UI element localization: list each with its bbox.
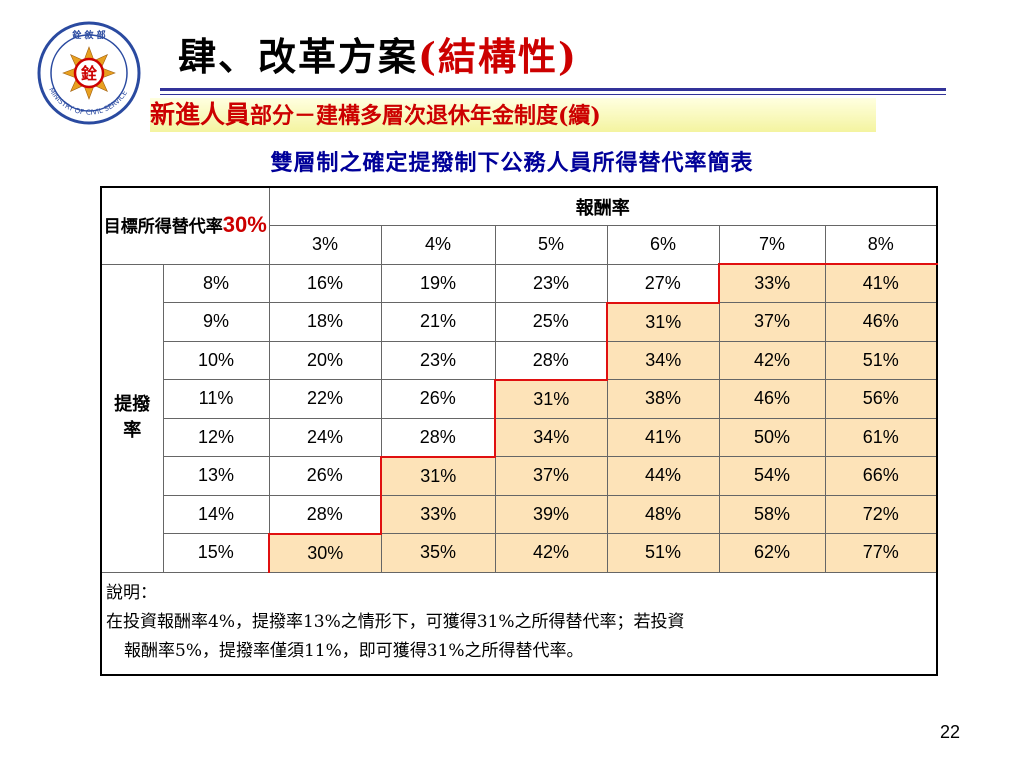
- pay-rate-cell: 5%: [494, 225, 608, 265]
- table-row: 11% 22% 26% 31% 38% 46% 56%: [101, 378, 938, 419]
- value-cell: 56%: [824, 379, 938, 419]
- value-cell: 37%: [718, 302, 826, 342]
- value-cell: 54%: [718, 456, 826, 496]
- value-cell: 42%: [494, 533, 608, 573]
- table-row: 提撥率 8% 16% 19% 23% 27% 33% 41%: [100, 263, 938, 573]
- seal-character: 銓: [81, 64, 97, 83]
- target-rate-value: 30%: [222, 211, 267, 237]
- pay-rate-header: 報酬率: [268, 186, 938, 226]
- note-row: 說明： 在投資報酬率4%，提撥率13%之情形下，可獲得31%之所得替代率；若投資…: [100, 571, 938, 675]
- contribution-rate-cell: 15%: [162, 533, 270, 573]
- value-cell: 41%: [606, 417, 720, 457]
- value-cell: 25%: [494, 302, 608, 342]
- table-row: 13% 26% 31% 37% 44% 54% 66%: [101, 455, 938, 496]
- value-cell: 50%: [718, 417, 826, 457]
- value-cell: 26%: [380, 379, 496, 419]
- value-cell: 46%: [824, 302, 938, 342]
- value-cell: 39%: [494, 494, 608, 534]
- title-main: 肆、改革方案: [178, 34, 419, 79]
- page-number: 22: [940, 722, 961, 742]
- slide-subtitle: 新進人員部分－建構多層次退休年金制度(續): [150, 98, 876, 132]
- value-cell: 41%: [824, 263, 938, 303]
- value-cell: 33%: [380, 494, 496, 534]
- pay-rate-cell: 3%: [268, 225, 382, 265]
- value-cell: 77%: [824, 533, 938, 573]
- value-cell: 66%: [824, 456, 938, 496]
- pay-rate-cell: 7%: [718, 225, 826, 265]
- value-cell: 28%: [268, 494, 382, 534]
- slide-title: 肆、改革方案(結構性): [178, 26, 578, 81]
- value-cell: 22%: [268, 379, 382, 419]
- value-cell: 34%: [494, 417, 608, 457]
- note-line-2: 報酬率5%，提撥率僅須11%，即可獲得31%之所得替代率。: [124, 640, 584, 661]
- value-cell: 16%: [268, 263, 382, 303]
- value-cell: 27%: [606, 263, 720, 303]
- contribution-label: 提撥率: [100, 263, 164, 573]
- note-title: 說明：: [106, 582, 157, 603]
- value-cell: 28%: [494, 340, 608, 380]
- value-cell: 19%: [380, 263, 496, 303]
- subtitle-rest: 部分－建構多層次退休年金制度(續): [250, 103, 601, 129]
- value-cell: 35%: [380, 533, 496, 573]
- contribution-rate-cell: 10%: [162, 340, 270, 380]
- value-cell: 33%: [718, 263, 826, 303]
- pay-rate-cell: 8%: [824, 225, 938, 265]
- title-paren: (結構性): [418, 34, 578, 79]
- value-cell: 31%: [494, 378, 608, 419]
- value-cell: 24%: [268, 417, 382, 457]
- contribution-rate-cell: 13%: [162, 456, 270, 496]
- value-cell: 61%: [824, 417, 938, 457]
- value-cell: 31%: [606, 301, 720, 342]
- contribution-rate-cell: 11%: [162, 379, 270, 419]
- value-cell: 58%: [718, 494, 826, 534]
- value-cell: 48%: [606, 494, 720, 534]
- contribution-rate-cell: 12%: [162, 417, 270, 457]
- table-row: 15% 30% 35% 42% 51% 62% 77%: [101, 532, 938, 573]
- value-cell: 28%: [380, 417, 496, 457]
- subtitle-highlight: 新進人員: [150, 100, 251, 129]
- value-cell: 23%: [494, 263, 608, 303]
- contribution-rate-cell: 14%: [162, 494, 270, 534]
- value-cell: 18%: [268, 302, 382, 342]
- target-rate-label: 目標所得替代率: [103, 216, 223, 237]
- table-caption: 雙層制之確定提撥制下公務人員所得替代率簡表: [270, 150, 754, 176]
- value-cell: 23%: [380, 340, 496, 380]
- ministry-seal-icon: 銓 銓 敘 部 MINISTRY OF CIVIL SERVICE: [37, 21, 141, 125]
- value-cell: 44%: [606, 456, 720, 496]
- value-cell: 34%: [606, 340, 720, 380]
- value-cell: 21%: [380, 302, 496, 342]
- table-note: 說明： 在投資報酬率4%，提撥率13%之情形下，可獲得31%之所得替代率；若投資…: [100, 571, 938, 675]
- seal-top-text: 銓 敘 部: [72, 29, 105, 41]
- contribution-rate-cell: 9%: [162, 302, 270, 342]
- value-cell: 30%: [268, 532, 382, 573]
- target-rate-cell: 目標所得替代率30%: [100, 186, 270, 265]
- value-cell: 38%: [606, 379, 720, 419]
- value-cell: 31%: [380, 455, 496, 496]
- value-cell: 26%: [268, 456, 382, 496]
- table-row: 14% 28% 33% 39% 48% 58% 72%: [101, 494, 938, 534]
- replacement-rate-table: 目標所得替代率30% 報酬率 3% 4% 5% 6% 7% 8% 提撥率 8% …: [100, 186, 939, 676]
- table-header-row: 目標所得替代率30% 報酬率: [100, 186, 938, 265]
- table-row: 12% 24% 28% 34% 41% 50% 61%: [101, 417, 938, 457]
- value-cell: 37%: [494, 456, 608, 496]
- value-cell: 42%: [718, 340, 826, 380]
- table-row: 10% 20% 23% 28% 34% 42% 51%: [101, 340, 938, 380]
- pay-rate-cell: 6%: [606, 225, 720, 265]
- contribution-rate-cell: 8%: [162, 263, 270, 303]
- pay-rate-cell: 4%: [380, 225, 496, 265]
- value-cell: 72%: [824, 494, 938, 534]
- ministry-seal-logo: 銓 銓 敘 部 MINISTRY OF CIVIL SERVICE: [34, 18, 144, 128]
- value-cell: 51%: [824, 340, 938, 380]
- title-rule-thin: [160, 94, 946, 95]
- value-cell: 20%: [268, 340, 382, 380]
- value-cell: 46%: [718, 379, 826, 419]
- note-line-1: 在投資報酬率4%，提撥率13%之情形下，可獲得31%之所得替代率；若投資: [106, 611, 685, 632]
- value-cell: 51%: [606, 533, 720, 573]
- title-rule-thick: [160, 88, 946, 91]
- value-cell: 62%: [718, 533, 826, 573]
- table-row: 9% 18% 21% 25% 31% 37% 46%: [101, 301, 938, 342]
